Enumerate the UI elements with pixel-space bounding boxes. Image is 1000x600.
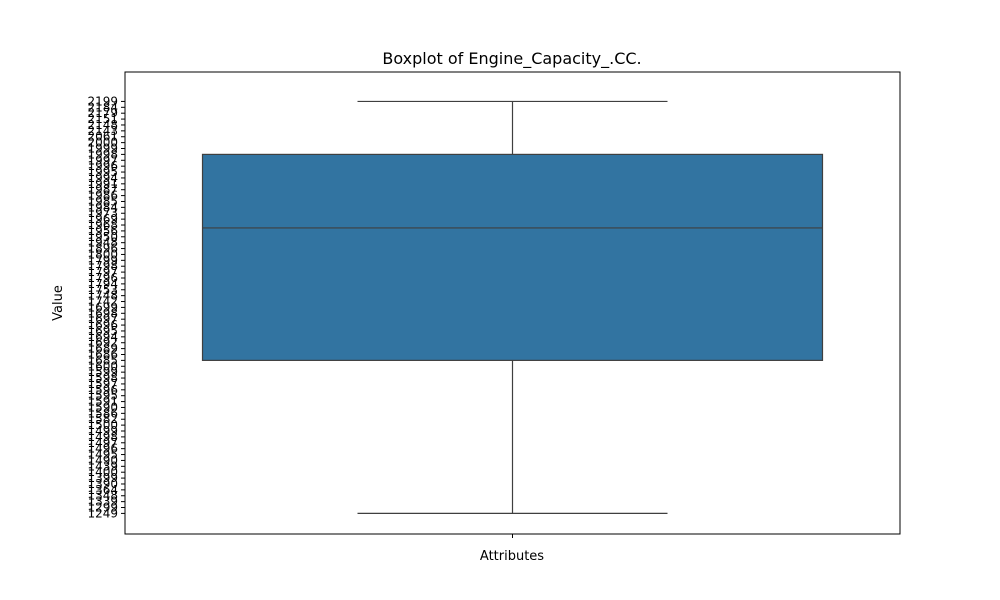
- iqr-box: [201, 153, 824, 361]
- y-tick-label: 1689: [87, 342, 118, 356]
- y-tick-label: 1390: [87, 477, 118, 491]
- y-tick-label: 1498: [87, 430, 118, 444]
- y-tick-label: 2000: [87, 136, 118, 150]
- y-tick-label: 1686: [87, 347, 118, 361]
- y-tick-label: 1685: [87, 353, 118, 367]
- y-tick-label: 1998: [87, 147, 118, 161]
- y-tick-label: 1798: [87, 259, 118, 273]
- y-tick-label: 1400: [87, 465, 118, 479]
- y-tick-label: 1997: [87, 153, 118, 167]
- y-tick-label: 1748: [87, 289, 118, 303]
- y-tick-label: 1753: [87, 283, 118, 297]
- y-tick-label: 1994: [87, 171, 118, 185]
- y-tick-label: 1364: [87, 483, 118, 497]
- y-tick-label: 1496: [87, 442, 118, 456]
- y-axis-label: Value: [51, 285, 66, 321]
- y-tick-label: 1599: [87, 365, 118, 379]
- y-tick-label: 1598: [87, 371, 118, 385]
- y-tick-label: 1796: [87, 271, 118, 285]
- y-tick-label: 1896: [87, 242, 118, 256]
- x-axis-label: Attributes: [480, 549, 544, 564]
- y-tick-label: 1985: [87, 194, 118, 208]
- y-tick-label: 1299: [87, 501, 118, 515]
- y-tick-label: 1696: [87, 318, 118, 332]
- y-tick-label: 1695: [87, 324, 118, 338]
- y-tick-label: 1973: [87, 206, 118, 220]
- y-tick-label: 1692: [87, 336, 118, 350]
- y-tick-label: 1799: [87, 253, 118, 267]
- y-tick-label: 2151: [87, 112, 118, 126]
- y-tick-label: 1694: [87, 330, 118, 344]
- y-tick-label: 1586: [87, 406, 118, 420]
- y-tick-label: 1968: [87, 218, 118, 232]
- y-tick-label: 1497: [87, 436, 118, 450]
- y-tick-label: 1956: [87, 224, 118, 238]
- y-tick-label: 1984: [87, 200, 118, 214]
- y-tick-label: 1399: [87, 471, 118, 485]
- y-tick-label: 1249: [87, 506, 118, 520]
- y-tick-label: 1582: [87, 412, 118, 426]
- y-tick-label: 2179: [87, 106, 118, 120]
- plot-area: 1249129913391348136413901399140014391490…: [87, 71, 901, 538]
- y-tick-label: 1348: [87, 489, 118, 503]
- y-tick-label: 1950: [87, 230, 118, 244]
- y-tick-label: 1499: [87, 424, 118, 438]
- y-tick-label: 2199: [87, 94, 118, 108]
- y-tick-label: 2148: [87, 118, 118, 132]
- y-tick-label: 1590: [87, 400, 118, 414]
- y-tick-label: 1495: [87, 448, 118, 462]
- y-tick-label: 1600: [87, 359, 118, 373]
- y-tick-label: 1999: [87, 142, 118, 156]
- y-tick-label: 1699: [87, 300, 118, 314]
- y-tick-label: 1969: [87, 212, 118, 226]
- y-tick-label: 1995: [87, 165, 118, 179]
- chart-title: Boxplot of Engine_Capacity_.CC.: [382, 49, 641, 69]
- y-tick-label: 1987: [87, 183, 118, 197]
- y-tick-label: 2061: [87, 130, 118, 144]
- y-tick-label: 1996: [87, 159, 118, 173]
- y-tick-label: 1697: [87, 312, 118, 326]
- y-tick-label: 1500: [87, 418, 118, 432]
- y-tick-label: 2143: [87, 124, 118, 138]
- y-tick-label: 1591: [87, 395, 118, 409]
- y-tick-label: 1948: [87, 236, 118, 250]
- y-tick-label: 1596: [87, 383, 118, 397]
- y-tick-label: 2184: [87, 100, 118, 114]
- y-tick-label: 1797: [87, 265, 118, 279]
- y-tick-label: 1698: [87, 306, 118, 320]
- y-tick-label: 1986: [87, 189, 118, 203]
- y-tick-label: 1339: [87, 495, 118, 509]
- y-tick-label: 1595: [87, 389, 118, 403]
- y-tick-label: 1490: [87, 453, 118, 467]
- y-tick-label: 1439: [87, 459, 118, 473]
- y-tick-label: 1742: [87, 295, 118, 309]
- y-tick-label: 1794: [87, 277, 118, 291]
- y-tick-label: 1991: [87, 177, 118, 191]
- y-tick-label: 1597: [87, 377, 118, 391]
- y-tick-label: 1800: [87, 247, 118, 261]
